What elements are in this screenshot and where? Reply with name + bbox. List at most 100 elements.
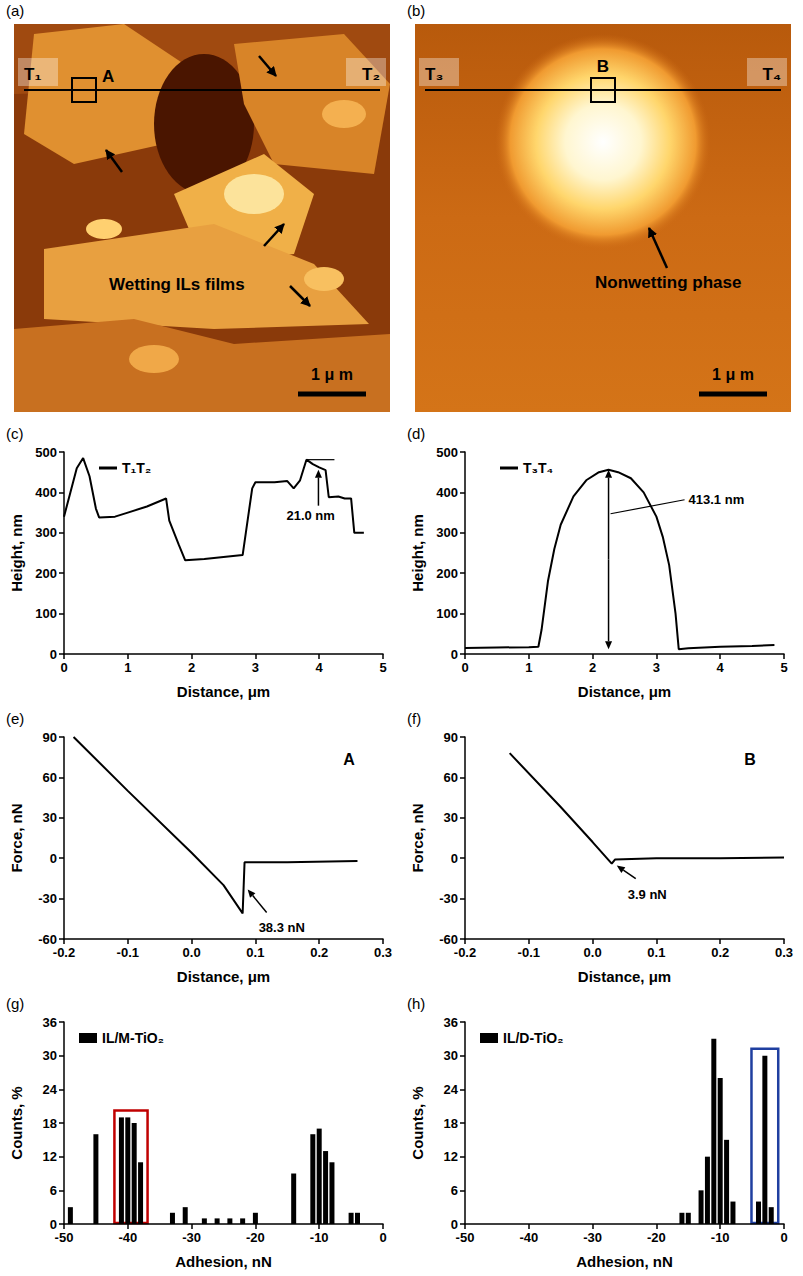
svg-text:3: 3 xyxy=(252,660,259,675)
svg-text:1 μ m: 1 μ m xyxy=(712,366,754,383)
svg-text:1: 1 xyxy=(124,660,131,675)
svg-text:-40: -40 xyxy=(519,1230,538,1245)
svg-text:-0.2: -0.2 xyxy=(454,945,476,960)
svg-text:Wetting ILs films: Wetting ILs films xyxy=(109,275,245,294)
svg-text:36: 36 xyxy=(43,1015,57,1030)
svg-text:100: 100 xyxy=(436,606,458,621)
svg-text:Height, nm: Height, nm xyxy=(8,514,25,592)
svg-text:5: 5 xyxy=(379,660,386,675)
svg-text:Adhesion, nN: Adhesion, nN xyxy=(576,1253,673,1270)
svg-text:T₁: T₁ xyxy=(24,65,41,84)
svg-text:0.3: 0.3 xyxy=(775,945,793,960)
svg-text:(f): (f) xyxy=(407,710,421,727)
svg-text:100: 100 xyxy=(35,606,57,621)
svg-text:(d): (d) xyxy=(407,425,425,442)
svg-text:Counts, %: Counts, % xyxy=(409,1086,426,1159)
svg-text:3.9 nN: 3.9 nN xyxy=(628,887,667,902)
svg-text:Distance, μm: Distance, μm xyxy=(177,968,270,985)
svg-text:400: 400 xyxy=(35,485,57,500)
svg-text:0: 0 xyxy=(451,851,458,866)
svg-text:1: 1 xyxy=(525,660,532,675)
svg-text:0.1: 0.1 xyxy=(647,945,665,960)
svg-text:IL/D-TiO₂: IL/D-TiO₂ xyxy=(503,1030,563,1046)
svg-text:IL/M-TiO₂: IL/M-TiO₂ xyxy=(102,1030,164,1046)
svg-text:12: 12 xyxy=(43,1149,57,1164)
svg-text:Force, nN: Force, nN xyxy=(8,803,25,872)
svg-text:2: 2 xyxy=(589,660,596,675)
svg-text:-50: -50 xyxy=(55,1230,74,1245)
svg-text:12: 12 xyxy=(444,1149,458,1164)
svg-text:(a): (a) xyxy=(6,2,24,19)
svg-text:500: 500 xyxy=(436,445,458,460)
svg-text:0: 0 xyxy=(50,851,57,866)
svg-text:4: 4 xyxy=(316,660,324,675)
svg-text:30: 30 xyxy=(43,1048,57,1063)
svg-text:300: 300 xyxy=(35,525,57,540)
svg-text:5: 5 xyxy=(780,660,787,675)
svg-text:(h): (h) xyxy=(407,995,425,1012)
svg-text:1 μ m: 1 μ m xyxy=(311,366,353,383)
svg-text:A: A xyxy=(102,67,114,86)
svg-text:Height, nm: Height, nm xyxy=(409,514,426,592)
svg-text:60: 60 xyxy=(444,770,458,785)
svg-text:Counts, %: Counts, % xyxy=(8,1086,25,1159)
svg-text:21.0 nm: 21.0 nm xyxy=(286,508,334,523)
svg-text:Distance, μm: Distance, μm xyxy=(177,683,270,700)
svg-text:0: 0 xyxy=(451,647,458,662)
svg-text:200: 200 xyxy=(35,566,57,581)
svg-text:18: 18 xyxy=(43,1116,57,1131)
svg-text:36: 36 xyxy=(444,1015,458,1030)
svg-text:18: 18 xyxy=(444,1116,458,1131)
svg-text:T₄: T₄ xyxy=(763,65,782,84)
svg-text:B: B xyxy=(597,57,609,76)
svg-text:0.0: 0.0 xyxy=(584,945,602,960)
svg-text:Nonwetting phase: Nonwetting phase xyxy=(595,273,741,292)
svg-text:T₁T₂: T₁T₂ xyxy=(122,460,151,476)
svg-text:(c): (c) xyxy=(6,425,24,442)
svg-text:0: 0 xyxy=(379,1230,386,1245)
svg-text:-20: -20 xyxy=(647,1230,666,1245)
svg-text:0.3: 0.3 xyxy=(374,945,392,960)
svg-text:6: 6 xyxy=(50,1183,57,1198)
svg-text:2: 2 xyxy=(188,660,195,675)
svg-text:T₂: T₂ xyxy=(362,65,380,84)
svg-text:B: B xyxy=(744,751,756,768)
svg-text:-50: -50 xyxy=(456,1230,475,1245)
svg-text:60: 60 xyxy=(43,770,57,785)
svg-text:Force, nN: Force, nN xyxy=(409,803,426,872)
svg-text:T₃T₄: T₃T₄ xyxy=(523,460,553,476)
svg-text:-20: -20 xyxy=(246,1230,265,1245)
svg-text:-30: -30 xyxy=(38,891,57,906)
svg-text:30: 30 xyxy=(444,810,458,825)
svg-text:-10: -10 xyxy=(310,1230,329,1245)
svg-text:(e): (e) xyxy=(6,710,24,727)
svg-text:3: 3 xyxy=(653,660,660,675)
svg-text:30: 30 xyxy=(444,1048,458,1063)
svg-text:0.2: 0.2 xyxy=(711,945,729,960)
svg-text:-0.2: -0.2 xyxy=(53,945,75,960)
svg-text:-0.1: -0.1 xyxy=(117,945,139,960)
svg-text:0: 0 xyxy=(780,1230,787,1245)
svg-text:Adhesion, nN: Adhesion, nN xyxy=(175,1253,272,1270)
svg-text:500: 500 xyxy=(35,445,57,460)
svg-text:0: 0 xyxy=(461,660,468,675)
svg-text:413.1 nm: 413.1 nm xyxy=(689,492,745,507)
svg-text:90: 90 xyxy=(444,730,458,745)
svg-text:(g): (g) xyxy=(6,995,24,1012)
svg-text:0.1: 0.1 xyxy=(246,945,264,960)
svg-text:400: 400 xyxy=(436,485,458,500)
svg-text:-0.1: -0.1 xyxy=(518,945,540,960)
svg-text:-30: -30 xyxy=(182,1230,201,1245)
svg-text:-30: -30 xyxy=(583,1230,602,1245)
svg-text:0.2: 0.2 xyxy=(310,945,328,960)
svg-text:90: 90 xyxy=(43,730,57,745)
svg-text:0.0: 0.0 xyxy=(183,945,201,960)
svg-text:-40: -40 xyxy=(118,1230,137,1245)
svg-text:30: 30 xyxy=(43,810,57,825)
svg-text:38.3 nN: 38.3 nN xyxy=(259,920,305,935)
svg-text:Distance, μm: Distance, μm xyxy=(578,968,671,985)
svg-text:Distance, μm: Distance, μm xyxy=(578,683,671,700)
svg-text:0: 0 xyxy=(60,660,67,675)
svg-text:-30: -30 xyxy=(439,891,458,906)
svg-text:24: 24 xyxy=(43,1082,58,1097)
